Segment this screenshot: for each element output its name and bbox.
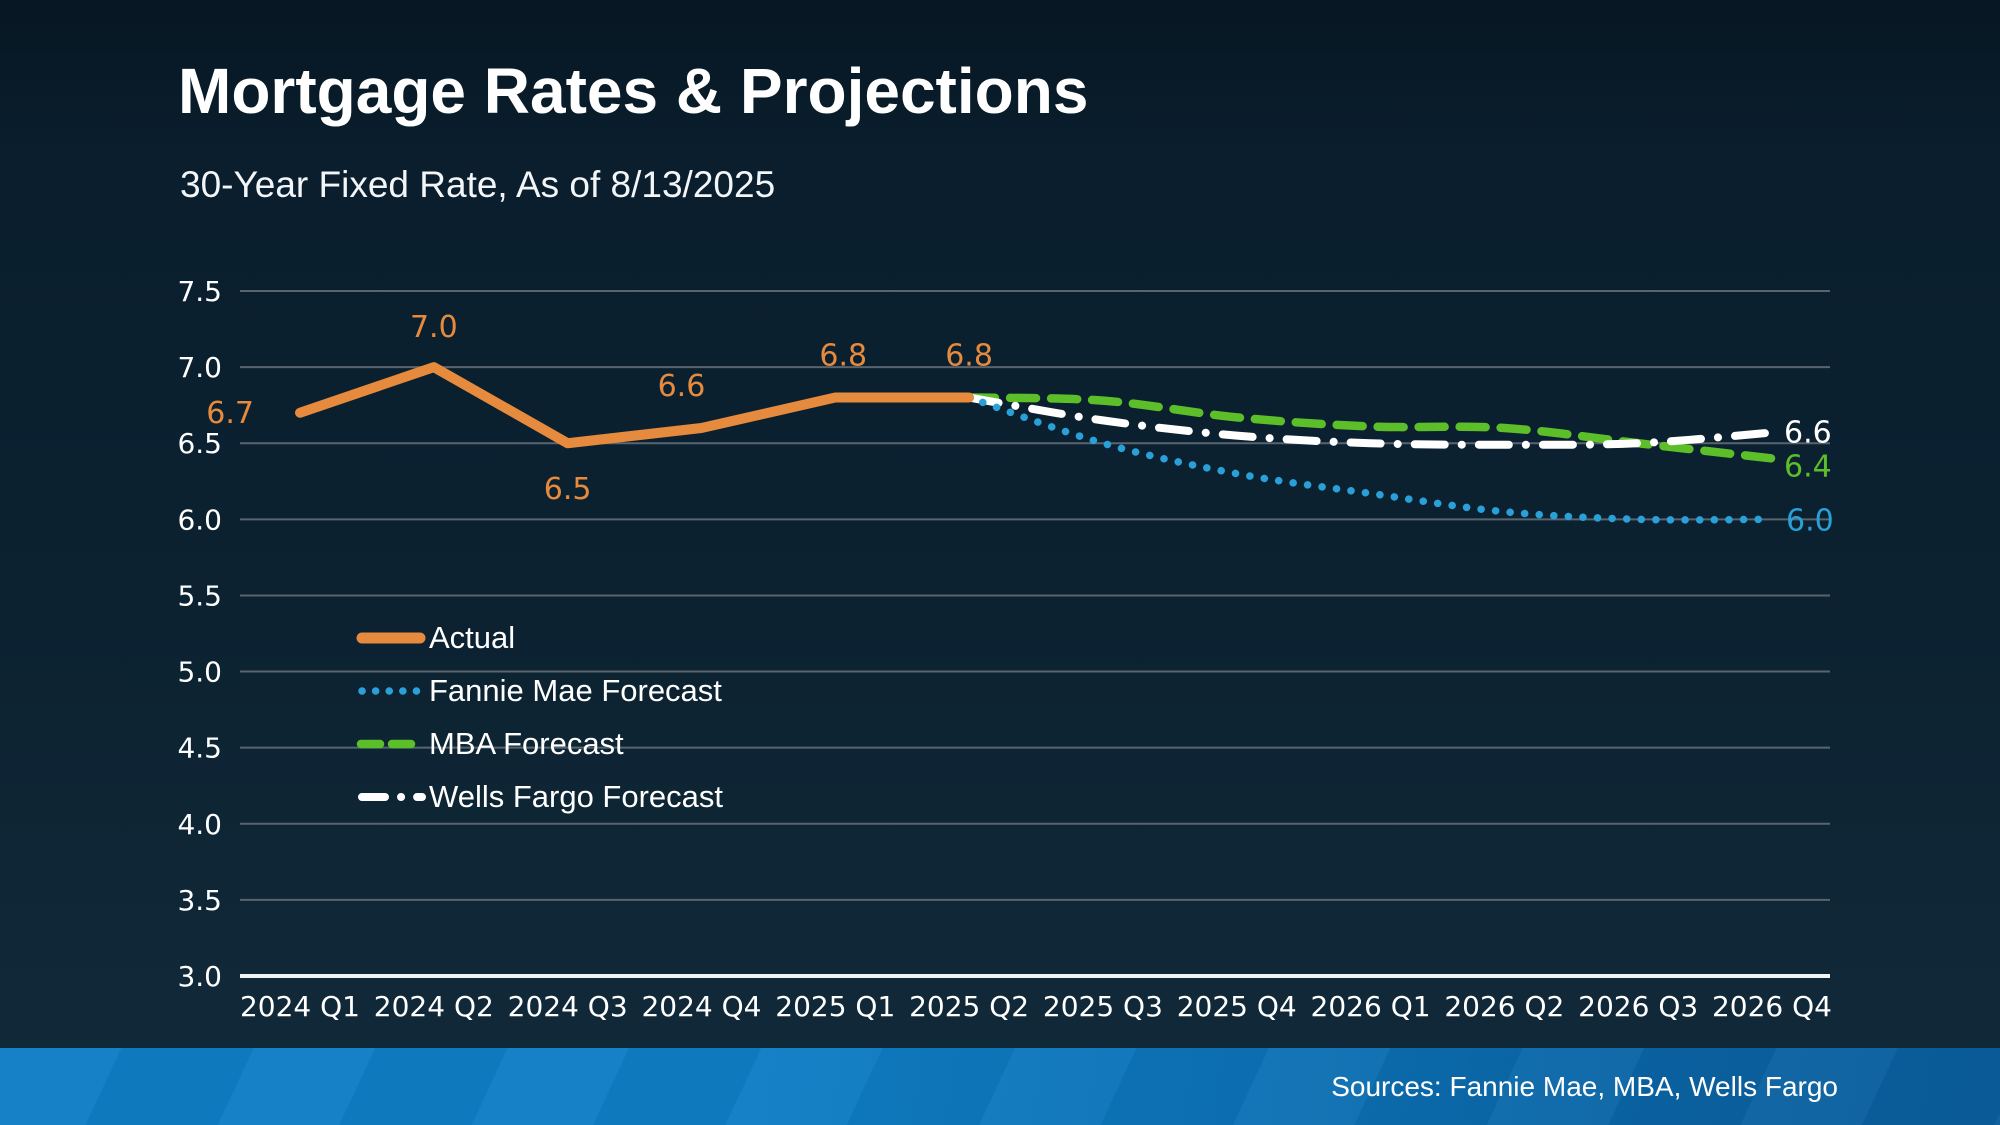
page-title: Mortgage Rates & Projections bbox=[178, 55, 1089, 127]
svg-text:2025 Q2: 2025 Q2 bbox=[909, 990, 1029, 1023]
svg-text:4.0: 4.0 bbox=[177, 808, 222, 841]
svg-text:2026 Q3: 2026 Q3 bbox=[1578, 990, 1698, 1023]
sources-footer-bar: Sources: Fannie Mae, MBA, Wells Fargo bbox=[0, 1048, 2000, 1125]
legend-label-mba: MBA Forecast bbox=[429, 725, 624, 761]
svg-text:2025 Q3: 2025 Q3 bbox=[1043, 990, 1163, 1023]
svg-text:6.8: 6.8 bbox=[945, 339, 993, 374]
svg-text:6.0: 6.0 bbox=[1786, 503, 1834, 538]
legend-label-fannie-mae: Fannie Mae Forecast bbox=[429, 672, 722, 708]
legend-swatch-wells-fargo bbox=[358, 792, 426, 801]
page-subtitle: 30-Year Fixed Rate, As of 8/13/2025 bbox=[180, 164, 776, 205]
svg-text:5.5: 5.5 bbox=[177, 579, 222, 612]
svg-text:7.5: 7.5 bbox=[177, 275, 222, 308]
svg-text:2026 Q2: 2026 Q2 bbox=[1444, 990, 1564, 1023]
legend-item-wells-fargo: Wells Fargo Forecast bbox=[356, 770, 723, 823]
svg-text:6.4: 6.4 bbox=[1784, 449, 1832, 484]
svg-text:2026 Q4: 2026 Q4 bbox=[1712, 990, 1832, 1023]
legend-item-actual: Actual bbox=[356, 611, 723, 664]
legend-item-fannie-mae: Fannie Mae Forecast bbox=[356, 664, 723, 717]
svg-text:5.0: 5.0 bbox=[177, 656, 222, 689]
svg-text:6.8: 6.8 bbox=[819, 339, 867, 374]
svg-text:6.7: 6.7 bbox=[206, 396, 254, 431]
legend-label-wells-fargo: Wells Fargo Forecast bbox=[429, 778, 724, 814]
svg-text:6.6: 6.6 bbox=[1784, 416, 1832, 451]
svg-text:4.5: 4.5 bbox=[177, 732, 222, 765]
svg-text:6.6: 6.6 bbox=[658, 369, 706, 404]
sources-text: Sources: Fannie Mae, MBA, Wells Fargo bbox=[1331, 1070, 1838, 1102]
svg-text:2024 Q4: 2024 Q4 bbox=[641, 990, 761, 1023]
chart-legend: Actual Fannie Mae Forecast MBA Forecast … bbox=[356, 611, 723, 823]
svg-text:2025 Q4: 2025 Q4 bbox=[1177, 990, 1297, 1023]
svg-text:2024 Q1: 2024 Q1 bbox=[240, 990, 360, 1023]
svg-text:6.0: 6.0 bbox=[177, 503, 222, 536]
svg-text:7.0: 7.0 bbox=[177, 351, 222, 384]
legend-label-actual: Actual bbox=[429, 619, 516, 655]
svg-text:2026 Q1: 2026 Q1 bbox=[1311, 990, 1431, 1023]
legend-swatch-fannie-mae bbox=[358, 686, 424, 695]
svg-text:2024 Q2: 2024 Q2 bbox=[374, 990, 494, 1023]
legend-item-mba: MBA Forecast bbox=[356, 717, 723, 770]
svg-text:2024 Q3: 2024 Q3 bbox=[508, 990, 628, 1023]
legend-swatch-actual bbox=[356, 632, 426, 643]
svg-text:3.5: 3.5 bbox=[177, 884, 222, 917]
svg-text:6.5: 6.5 bbox=[544, 472, 592, 507]
svg-text:6.5: 6.5 bbox=[177, 427, 222, 460]
svg-text:3.0: 3.0 bbox=[177, 960, 222, 993]
svg-text:7.0: 7.0 bbox=[410, 310, 458, 345]
svg-text:2025 Q1: 2025 Q1 bbox=[775, 990, 895, 1023]
legend-swatch-mba bbox=[356, 739, 426, 748]
